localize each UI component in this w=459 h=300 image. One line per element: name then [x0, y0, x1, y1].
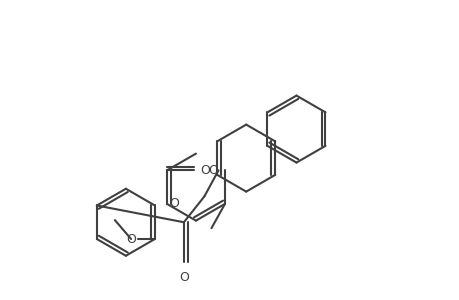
Text: O: O: [126, 232, 136, 245]
Text: O: O: [179, 271, 189, 284]
Text: O: O: [169, 197, 179, 210]
Text: O: O: [208, 164, 218, 177]
Text: O: O: [200, 164, 210, 177]
